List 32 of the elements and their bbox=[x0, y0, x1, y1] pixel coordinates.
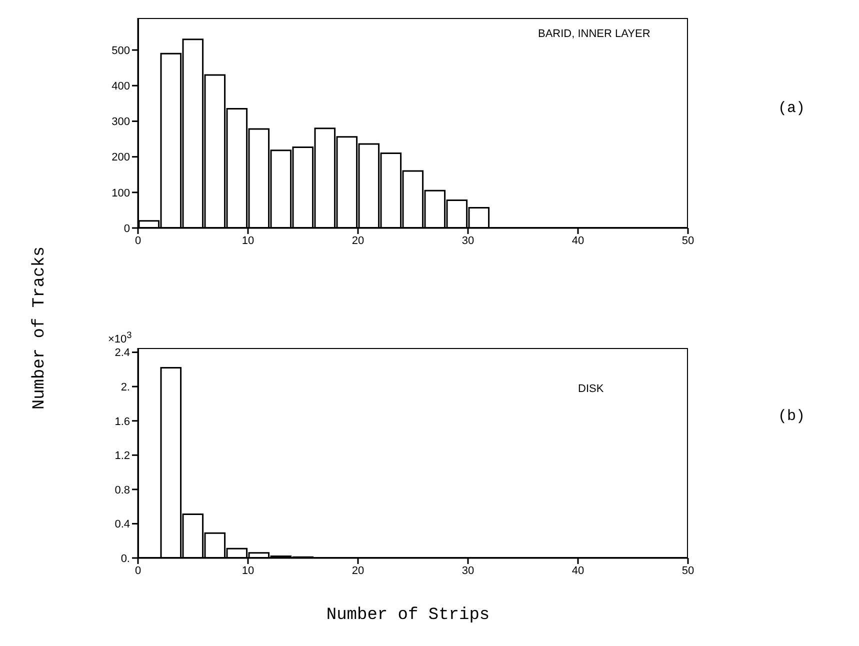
annotation: BARID, INNER LAYER bbox=[538, 28, 650, 40]
x-tick-label: 10 bbox=[242, 564, 254, 577]
x-tick-label: 10 bbox=[242, 234, 254, 247]
x-tick-label: 0 bbox=[134, 234, 142, 247]
y-tick-label: 0.4 bbox=[114, 518, 130, 531]
x-tick-label: 0 bbox=[134, 564, 142, 577]
y-tick-label: 1.2 bbox=[114, 450, 130, 462]
x-tick-label: 20 bbox=[352, 234, 364, 247]
x-tick-label: 40 bbox=[572, 234, 584, 247]
text: (a) bbox=[778, 100, 806, 117]
x-tick-label: 30 bbox=[462, 564, 474, 577]
x-tick-label: 20 bbox=[352, 564, 364, 577]
y-tick-label: 0 bbox=[124, 222, 130, 235]
annotation: DISK bbox=[578, 383, 604, 395]
x-tick-label: 50 bbox=[682, 234, 694, 247]
x-tick-label: 50 bbox=[682, 564, 694, 577]
y-axis-title: Number of Tracks bbox=[30, 246, 50, 410]
y-tick-label: 2. bbox=[120, 381, 130, 394]
y-tick-label: 300 bbox=[112, 116, 130, 128]
x-axis-title: Number of Strips bbox=[326, 606, 490, 625]
y-tick-label: 500 bbox=[112, 44, 130, 57]
y-tick-label: 400 bbox=[112, 80, 130, 93]
x-tick-label: 40 bbox=[572, 564, 584, 577]
y-tick-label: 2.4 bbox=[114, 347, 130, 360]
text: ×10$^{3}$ bbox=[108, 330, 132, 346]
y-tick-label: 1.6 bbox=[114, 416, 130, 428]
x-tick-label: 30 bbox=[462, 234, 474, 247]
y-tick-label: 200 bbox=[112, 152, 130, 164]
y-tick-label: 0. bbox=[120, 552, 130, 565]
y-tick-label: 100 bbox=[112, 187, 130, 200]
text: (b) bbox=[778, 408, 806, 425]
y-tick-label: 0.8 bbox=[114, 484, 130, 496]
